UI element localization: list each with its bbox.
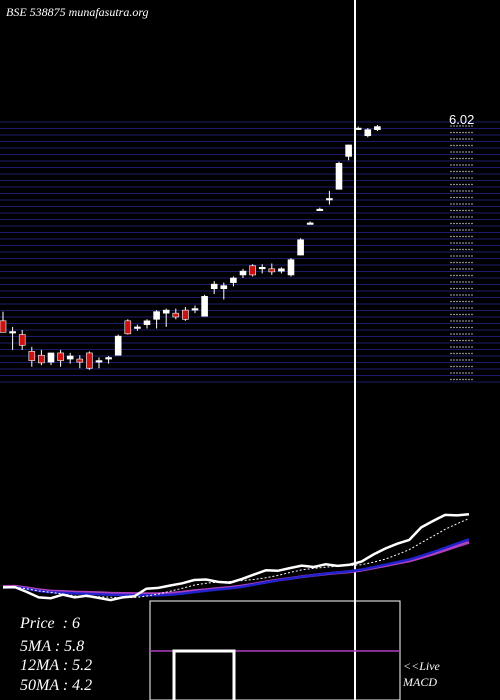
macd-live-link[interactable]: <<Live bbox=[403, 659, 440, 673]
candle-body bbox=[354, 127, 362, 130]
candle-body bbox=[306, 222, 314, 225]
candle-body bbox=[201, 296, 208, 317]
candle-body bbox=[47, 352, 55, 363]
candle-body bbox=[297, 239, 304, 256]
candle-body bbox=[230, 277, 237, 283]
candle-body bbox=[0, 320, 7, 333]
candle-body bbox=[249, 265, 256, 276]
macd-label: MACD bbox=[403, 675, 437, 689]
stat-5ma: 5MA : 5.8 bbox=[20, 638, 85, 655]
last-price-label: 6.02 bbox=[449, 112, 474, 127]
stat-price: Price : 6 bbox=[20, 615, 80, 632]
candle-body bbox=[239, 270, 247, 276]
candle-body bbox=[210, 283, 218, 290]
candle-body bbox=[28, 351, 36, 361]
ma-line-5 bbox=[2, 518, 470, 599]
price-line bbox=[2, 513, 470, 602]
candle-body bbox=[124, 320, 132, 335]
candle-body bbox=[38, 354, 45, 364]
candle-body bbox=[57, 352, 64, 361]
candle-body bbox=[268, 268, 276, 273]
candle-body bbox=[374, 126, 381, 130]
stat-50ma: 50MA : 4.2 bbox=[20, 677, 93, 694]
candle-body bbox=[66, 355, 74, 360]
candle-body bbox=[172, 312, 180, 318]
candle-body bbox=[143, 320, 151, 325]
candle-body bbox=[287, 259, 295, 276]
candle-body bbox=[335, 162, 343, 190]
candle-body bbox=[105, 357, 112, 360]
candle-body bbox=[162, 309, 170, 314]
stat-12ma: 12MA : 5.2 bbox=[20, 657, 93, 674]
candle-body bbox=[86, 352, 93, 369]
candle-body bbox=[345, 144, 352, 157]
candle-body bbox=[9, 331, 16, 334]
candle-body bbox=[278, 268, 285, 272]
chart-title: BSE 538875 munafasutra.org bbox=[6, 5, 149, 19]
candle-body bbox=[18, 334, 26, 346]
candle-body bbox=[76, 358, 84, 363]
candle-body bbox=[316, 208, 324, 211]
candle-body bbox=[134, 326, 141, 329]
ma-line-12 bbox=[2, 538, 470, 597]
candle-body bbox=[220, 285, 228, 290]
candle-body bbox=[364, 129, 372, 137]
macd-histogram bbox=[172, 649, 236, 700]
candle-body bbox=[114, 335, 122, 356]
candle-body bbox=[153, 311, 160, 320]
candle-body bbox=[95, 360, 103, 363]
candle-body bbox=[191, 308, 199, 311]
ma-line-50 bbox=[2, 540, 470, 596]
candle-body bbox=[326, 198, 333, 201]
candle-body bbox=[258, 266, 266, 270]
candle-body bbox=[182, 309, 189, 320]
